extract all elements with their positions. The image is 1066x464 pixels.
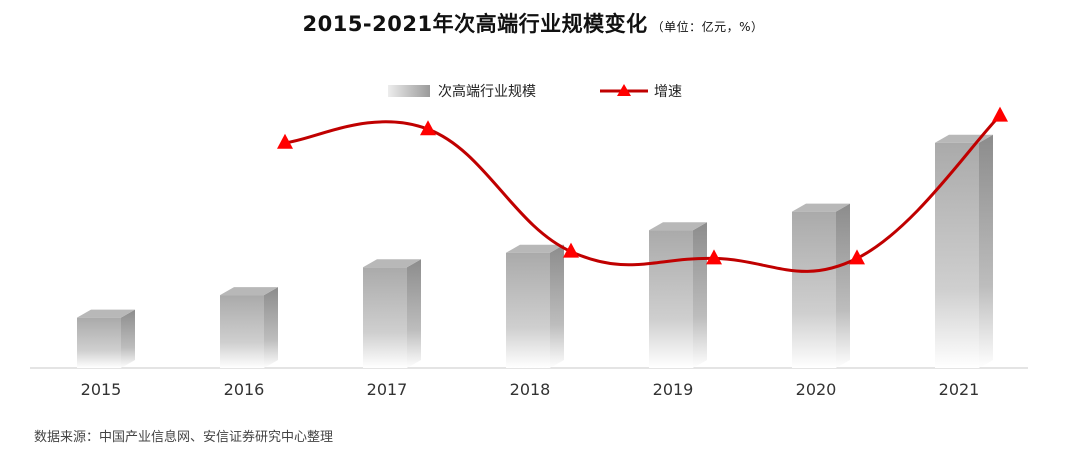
bar-top [649,222,707,231]
growth-marker-2018 [563,242,579,258]
legend-line-marker [617,84,631,96]
legend: 次高端行业规模 增速 [388,83,682,100]
chart-title-main: 2015-2021年次高端行业规模变化 [302,12,648,36]
legend-line-label: 增速 [654,84,682,100]
source-note: 数据来源：中国产业信息网、安信证券研究中心整理 [34,430,334,445]
bar-side [264,287,278,368]
bar-series [77,134,993,368]
bar-side [836,203,850,368]
bar-front [649,230,693,368]
x-tick-2015: 2015 [81,380,122,399]
bar-front [363,267,407,368]
bar-side [407,259,421,368]
growth-marker-2019 [706,249,722,265]
chart-title: 2015-2021年次高端行业规模变化 （单位：亿元，%） [0,8,1066,38]
growth-markers [277,106,1008,265]
x-tick-labels: 2015 2016 2017 2018 2019 2020 2021 [81,380,980,399]
x-tick-2021: 2021 [939,380,980,399]
growth-marker-2021 [992,106,1008,122]
growth-line [284,114,1002,273]
bar-2021 [935,134,993,368]
bar-2017 [363,259,421,368]
bar-side [121,309,135,368]
bar-front [792,211,836,368]
bar-top [77,309,135,318]
bar-front [506,252,550,368]
bar-side [550,244,564,368]
bar-top [220,287,278,296]
x-tick-2020: 2020 [796,380,837,399]
legend-bar-label: 次高端行业规模 [438,83,536,100]
legend-bar-swatch [388,85,430,97]
bar-side [693,222,707,368]
x-tick-2016: 2016 [224,380,265,399]
chart-title-unit: （单位：亿元，%） [651,20,764,34]
x-tick-2017: 2017 [367,380,408,399]
bar-top [792,203,850,212]
bar-front [220,295,264,368]
bar-top [363,259,421,268]
bar-front [77,317,121,368]
bar-front [935,142,979,368]
growth-marker-2017 [420,120,436,136]
bar-2015 [77,309,135,368]
x-tick-2019: 2019 [653,380,694,399]
bar-2020 [792,203,850,368]
bar-2018 [506,244,564,368]
growth-marker-2016 [277,133,293,149]
bar-side [979,134,993,368]
x-tick-2018: 2018 [510,380,551,399]
bar-2019 [649,222,707,368]
bar-2016 [220,287,278,368]
growth-marker-2020 [849,249,865,265]
bar-top [506,244,564,253]
